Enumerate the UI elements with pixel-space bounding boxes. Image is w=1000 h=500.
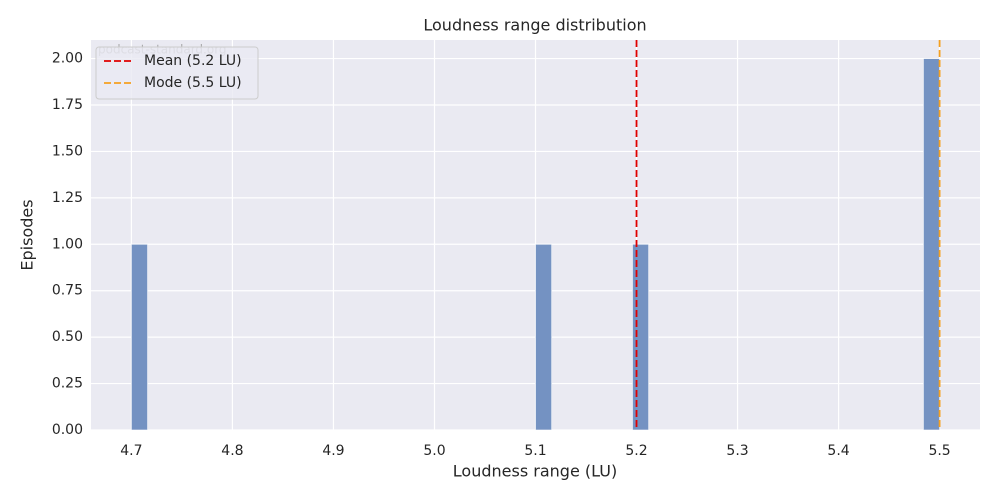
y-tick-label: 2.00: [52, 51, 83, 67]
legend-label: Mean (5.2 LU): [144, 53, 242, 69]
y-tick-label: 0.00: [52, 422, 83, 438]
histogram-bar: [131, 243, 148, 431]
x-tick-label: 5.5: [928, 443, 950, 459]
x-tick-label: 5.1: [524, 443, 546, 459]
x-tick-label: 4.8: [221, 443, 243, 459]
x-tick-label: 5.4: [827, 443, 849, 459]
y-tick-label: 0.75: [52, 283, 83, 299]
y-tick-label: 0.25: [52, 376, 83, 392]
y-tick-label: 1.75: [52, 97, 83, 113]
legend-box: [95, 46, 259, 100]
y-tick-label: 1.25: [52, 190, 83, 206]
y-tick-label: 0.50: [52, 329, 83, 345]
y-axis-label: Episodes: [18, 199, 37, 270]
chart-title: Loudness range distribution: [423, 16, 646, 35]
histogram-bar: [923, 58, 940, 431]
legend-label: Mode (5.5 LU): [144, 75, 242, 91]
x-tick-label: 5.3: [726, 443, 748, 459]
x-tick-label: 4.7: [120, 443, 142, 459]
y-tick-label: 1.00: [52, 236, 83, 252]
y-tick-label: 1.50: [52, 143, 83, 159]
x-tick-label: 5.2: [625, 443, 647, 459]
x-tick-label: 4.9: [322, 443, 344, 459]
histogram-bar: [632, 243, 649, 431]
x-axis-label: Loudness range (LU): [453, 462, 617, 481]
histogram-bar: [535, 243, 552, 431]
x-tick-label: 5.0: [423, 443, 445, 459]
